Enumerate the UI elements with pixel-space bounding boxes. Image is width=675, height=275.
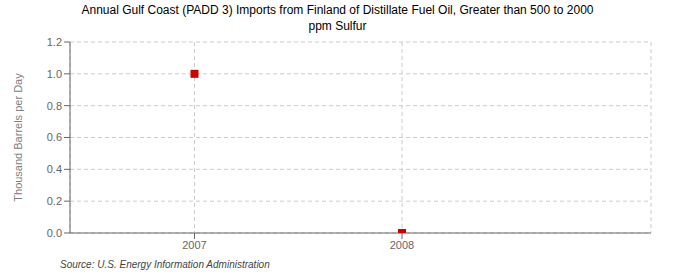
- svg-text:0.6: 0.6: [47, 131, 62, 143]
- svg-text:1.0: 1.0: [47, 68, 62, 80]
- svg-text:2007: 2007: [182, 239, 206, 251]
- svg-text:2008: 2008: [390, 239, 414, 251]
- html-text:Source: U.S. Energy Informatio: Source: U.S. Energy Information Administ…: [60, 259, 270, 270]
- html-text:Annual Gulf Coast (PADD 3) Imp: Annual Gulf Coast (PADD 3) Imports from …: [81, 3, 594, 17]
- html-text:ppm Sulfur: ppm Sulfur: [308, 19, 367, 33]
- svg-text:0.4: 0.4: [47, 163, 62, 175]
- svg-text:0.8: 0.8: [47, 100, 62, 112]
- svg-text:1.2: 1.2: [47, 36, 62, 48]
- svg-text:0.2: 0.2: [47, 195, 62, 207]
- svg-text:Thousand Barrels per Day: Thousand Barrels per Day: [12, 73, 24, 202]
- svg-text:0.0: 0.0: [47, 227, 62, 239]
